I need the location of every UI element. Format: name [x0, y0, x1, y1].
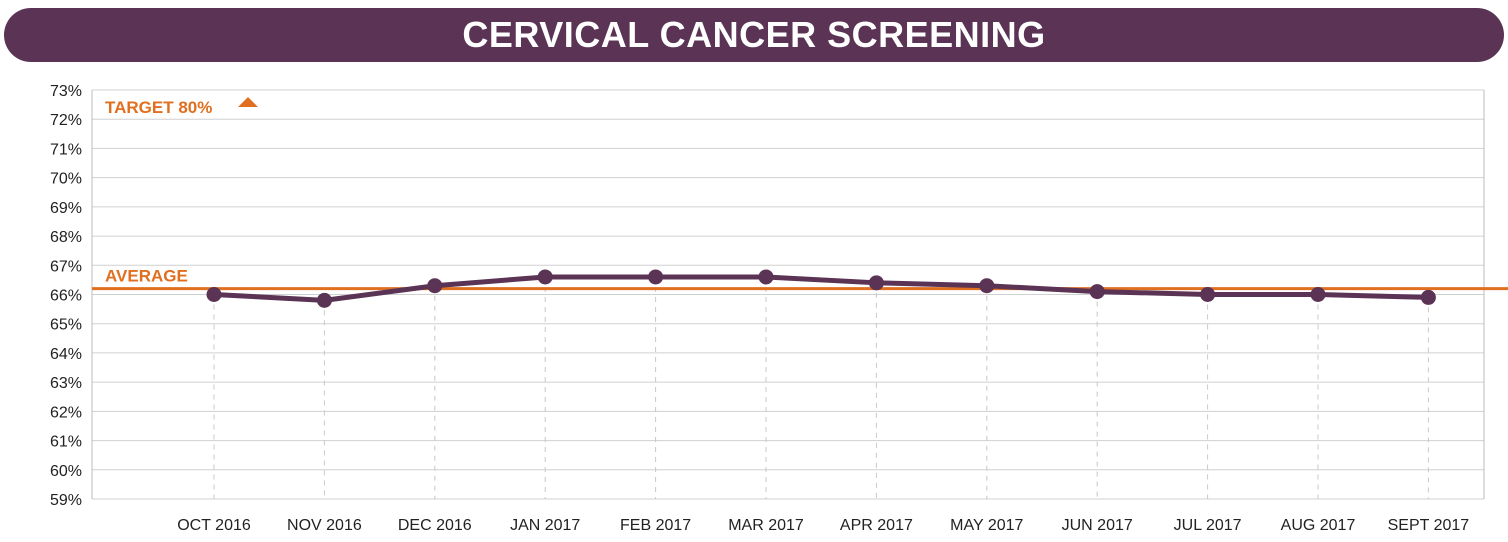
- target-label: TARGET 80%: [105, 98, 212, 117]
- data-point: [206, 287, 222, 302]
- y-tick-label: 60%: [50, 463, 82, 480]
- x-tick-label: JUL 2017: [1174, 517, 1242, 534]
- y-tick-label: 69%: [50, 200, 82, 217]
- y-tick-label: 63%: [50, 375, 82, 392]
- average-label: AVERAGE: [105, 267, 188, 286]
- y-tick-label: 61%: [50, 434, 82, 451]
- target-up-triangle-icon: [238, 97, 258, 107]
- y-tick-label: 70%: [50, 171, 82, 188]
- data-point: [427, 278, 443, 294]
- x-tick-label: FEB 2017: [620, 517, 691, 534]
- y-tick-label: 59%: [50, 492, 82, 509]
- data-point: [537, 269, 553, 285]
- title-banner: CERVICAL CANCER SCREENING: [4, 8, 1504, 62]
- y-tick-label: 66%: [50, 288, 82, 305]
- x-tick-label: MAY 2017: [950, 517, 1023, 534]
- x-tick-label: JAN 2017: [510, 517, 580, 534]
- data-point: [1420, 289, 1436, 305]
- data-point: [1089, 284, 1105, 300]
- x-tick-label: JUN 2017: [1062, 517, 1133, 534]
- y-tick-label: 73%: [50, 83, 82, 100]
- y-tick-label: 71%: [50, 141, 82, 158]
- data-point: [1200, 287, 1216, 302]
- y-tick-label: 68%: [50, 229, 82, 246]
- chart-title: CERVICAL CANCER SCREENING: [462, 14, 1046, 55]
- x-tick-label: DEC 2016: [398, 517, 472, 534]
- x-tick-label: MAR 2017: [728, 517, 804, 534]
- x-tick-label: SEPT 2017: [1388, 517, 1470, 534]
- data-point: [316, 292, 332, 308]
- y-tick-label: 65%: [50, 317, 82, 334]
- data-point: [868, 275, 884, 291]
- data-point: [648, 269, 664, 285]
- x-tick-label: NOV 2016: [287, 517, 362, 534]
- y-tick-label: 72%: [50, 112, 82, 129]
- y-tick-label: 64%: [50, 346, 82, 363]
- data-point: [1310, 287, 1326, 302]
- x-tick-label: APR 2017: [840, 517, 913, 534]
- x-tick-label: OCT 2016: [177, 517, 251, 534]
- x-tick-label: AUG 2017: [1281, 517, 1356, 534]
- y-tick-label: 67%: [50, 258, 82, 275]
- data-point: [758, 269, 774, 285]
- y-tick-label: 62%: [50, 404, 82, 421]
- data-point: [979, 278, 995, 294]
- series-line: [213, 274, 1429, 303]
